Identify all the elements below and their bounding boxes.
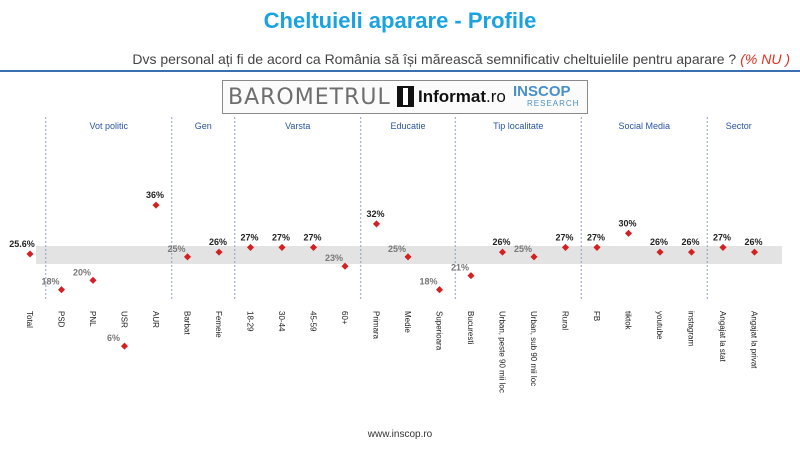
data-label: 25.6% <box>9 239 35 249</box>
category-label: Primara <box>372 311 381 340</box>
data-label: 25% <box>514 244 532 254</box>
category-label: Femeie <box>214 311 223 338</box>
data-point <box>372 220 381 228</box>
group-label: Social Media <box>618 121 670 131</box>
data-label: 25% <box>167 244 185 254</box>
logo-barometrul: BAROMETRUL <box>228 85 391 110</box>
data-label: 27% <box>587 232 605 242</box>
data-point <box>435 286 444 294</box>
data-point <box>593 243 601 251</box>
data-label: 6% <box>107 333 120 343</box>
category-label: 30-44 <box>277 311 286 332</box>
logo-informat: Informat.ro <box>418 87 506 106</box>
barometrul-logo: BAROMETRUL Informat.ro INSCOP RESEARCH <box>222 80 588 114</box>
category-label: PNL <box>88 311 97 327</box>
data-point <box>152 201 160 209</box>
question-highlight: (% NU ) <box>740 51 790 67</box>
category-label: instagram <box>687 311 696 346</box>
title-rule <box>0 70 800 72</box>
data-point <box>120 342 129 350</box>
category-label: Total <box>25 311 34 328</box>
category-label: Angajat la privat <box>750 311 759 369</box>
group-label: Varsta <box>285 121 310 131</box>
data-point <box>26 250 34 258</box>
question-text: Dvs personal ați fi de acord ca România … <box>132 51 737 67</box>
data-point <box>57 286 66 294</box>
data-label: 27% <box>240 232 258 242</box>
group-label: Educatie <box>390 121 425 131</box>
data-point <box>656 248 664 256</box>
category-label: Rural <box>561 311 570 330</box>
data-point <box>687 248 696 256</box>
category-label: Medie <box>403 311 412 333</box>
category-label: Barbat <box>183 311 192 335</box>
data-label: 27% <box>555 232 573 242</box>
data-point <box>278 243 286 251</box>
chart-question: Dvs personal ați fi de acord ca România … <box>0 51 790 67</box>
category-label: 45-59 <box>309 311 318 332</box>
logo-research: RESEARCH <box>527 99 580 108</box>
category-label: 18-29 <box>246 311 255 332</box>
data-point <box>498 248 507 256</box>
data-point <box>215 248 223 256</box>
chart-title: Cheltuieli aparare - Profile <box>263 8 537 33</box>
category-label: youtube <box>655 311 664 340</box>
data-label: 26% <box>681 237 699 247</box>
category-label: Bucuresti <box>466 311 475 345</box>
category-label: Urban, sub 90 mii loc <box>529 311 538 386</box>
footer-url: www.inscop.ro <box>367 429 433 440</box>
group-label: Tip localitate <box>493 121 543 131</box>
category-label: FB <box>592 311 601 321</box>
data-label: 27% <box>713 232 731 242</box>
data-point <box>467 272 475 280</box>
group-label: Gen <box>195 121 212 131</box>
data-label: 26% <box>744 237 762 247</box>
data-label: 27% <box>272 232 290 242</box>
data-label: 32% <box>366 209 384 219</box>
data-point <box>183 253 192 261</box>
category-label: tiktok <box>624 311 633 331</box>
data-label: 25% <box>388 244 406 254</box>
data-label: 26% <box>650 237 668 247</box>
category-label: USR <box>120 311 129 328</box>
data-point <box>561 243 570 251</box>
informat-logo-icon <box>397 86 414 107</box>
data-point <box>750 248 759 256</box>
data-point <box>530 253 538 261</box>
data-point <box>341 262 349 270</box>
data-point <box>624 229 633 237</box>
data-label: 36% <box>146 190 164 200</box>
category-label: PSD <box>57 311 66 328</box>
data-label: 21% <box>451 263 469 273</box>
category-label: Superioara <box>435 311 444 351</box>
category-label: Urban, peste 90 mii loc <box>498 311 507 393</box>
category-label: Angajat la stat <box>718 311 727 362</box>
group-label: Sector <box>726 121 752 131</box>
data-label: 18% <box>419 277 437 287</box>
category-label: 60+ <box>340 311 349 325</box>
data-label: 23% <box>325 253 343 263</box>
logo-inscop: INSCOP <box>513 83 571 100</box>
data-point <box>309 243 318 251</box>
data-label: 26% <box>492 237 510 247</box>
data-point <box>246 243 255 251</box>
category-label: AUR <box>151 311 160 328</box>
data-point <box>89 276 97 284</box>
data-label: 26% <box>209 237 227 247</box>
data-point <box>404 253 412 261</box>
data-label: 18% <box>41 277 59 287</box>
data-label: 27% <box>303 232 321 242</box>
group-label: Vot politic <box>89 121 128 131</box>
data-label: 20% <box>73 267 91 277</box>
data-label: 30% <box>618 218 636 228</box>
data-point <box>719 243 727 251</box>
